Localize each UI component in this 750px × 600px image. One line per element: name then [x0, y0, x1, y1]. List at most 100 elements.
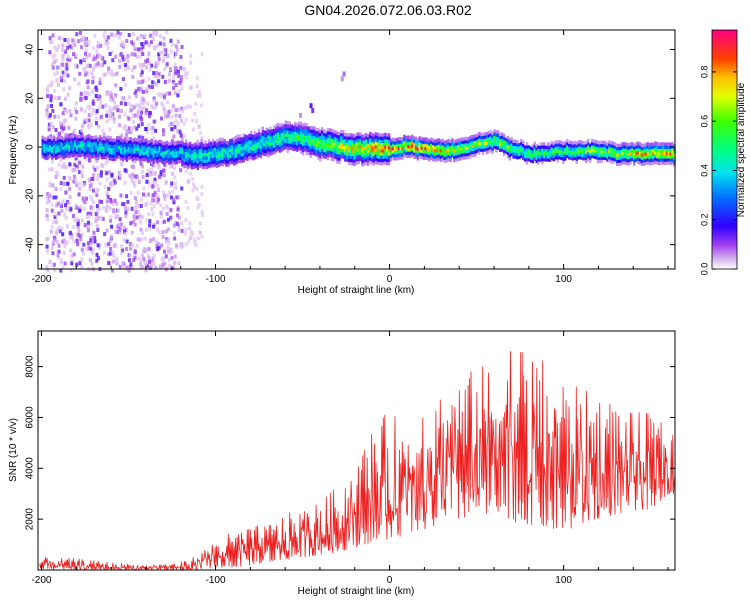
heatmap-ridge-cell — [667, 151, 670, 156]
heatmap-ridge-cell — [405, 139, 408, 143]
heatmap-ridge-cell — [386, 149, 389, 153]
heatmap-ridge-cell — [456, 138, 460, 142]
heatmap-ridge-cell — [535, 150, 538, 154]
heatmap-noise-cell — [171, 189, 175, 194]
heatmap-ridge-cell — [317, 130, 320, 135]
heatmap-noise-cell — [173, 181, 177, 186]
heatmap-ridge-cell — [257, 128, 261, 132]
heatmap-noise-cell — [116, 208, 120, 213]
heatmap-noise-cell — [71, 214, 75, 218]
heatmap-ridge-cell — [255, 148, 259, 153]
heatmap-ridge-cell — [661, 148, 665, 152]
heatmap-ridge-cell — [598, 141, 601, 145]
heatmap-ridge-cell — [665, 161, 668, 165]
heatmap-ridge-cell — [363, 137, 366, 141]
heatmap-noise-cell — [67, 86, 71, 90]
heatmap-noise-cell — [161, 235, 165, 239]
heatmap-ridge-cell — [261, 132, 264, 137]
heatmap-ridge-cell — [263, 133, 266, 137]
heatmap-noise-cell — [172, 82, 176, 87]
heatmap-ridge-cell — [361, 140, 364, 145]
heatmap-ridge-cell — [432, 148, 435, 152]
heatmap-ridge-cell — [131, 141, 134, 146]
heatmap-ridge-cell — [621, 151, 624, 155]
heatmap-ridge-cell — [160, 149, 163, 153]
heatmap-ridge-cell — [638, 161, 642, 165]
heatmap-ridge-cell — [311, 142, 314, 146]
heatmap-ridge-cell — [242, 152, 245, 156]
heatmap-ridge-cell — [165, 147, 169, 151]
heatmap-noise-cell — [153, 190, 157, 195]
heatmap-ridge-cell — [173, 145, 176, 149]
heatmap-ridge-cell — [53, 135, 56, 139]
heatmap-ridge-cell — [271, 145, 274, 149]
heatmap-noise-cell — [72, 179, 76, 184]
heatmap-noise-cell — [91, 177, 95, 181]
heatmap-noise-cell — [108, 109, 112, 114]
heatmap-ridge-cell — [345, 158, 349, 162]
heatmap-ridge-cell — [114, 144, 117, 149]
heatmap-ridge-cell — [292, 128, 295, 133]
heatmap-ridge-cell — [290, 130, 293, 134]
heatmap-noise-cell — [51, 239, 55, 244]
heatmap-ridge-cell — [456, 141, 460, 146]
heatmap-ridge-cell — [141, 151, 144, 155]
heatmap-ridge-cell — [321, 152, 324, 156]
heatmap-noise-cell — [66, 92, 70, 97]
heatmap-ridge-cell — [594, 152, 598, 157]
heatmap-ridge-cell — [192, 149, 196, 154]
heatmap-ridge-cell — [192, 156, 196, 160]
heatmap-ridge-cell — [388, 161, 391, 166]
heatmap-noise-cell — [111, 202, 115, 207]
heatmap-ridge-cell — [548, 145, 552, 150]
heatmap-ridge-cell — [263, 152, 266, 156]
heatmap-ridge-cell — [146, 143, 150, 147]
heatmap-ridge-cell — [571, 141, 575, 145]
heatmap-noise-cell — [65, 62, 69, 67]
heatmap-ridge-cell — [259, 151, 263, 156]
heatmap-ridge-cell — [275, 130, 278, 134]
heatmap-ridge-cell — [462, 143, 466, 148]
heatmap-noise-cell — [146, 58, 150, 63]
heatmap-ridge-cell — [422, 156, 425, 160]
heatmap-ridge-cell — [535, 143, 538, 148]
heatmap-ridge-cell — [112, 157, 115, 161]
heatmap-ridge-cell — [257, 153, 261, 158]
heatmap-noise-cell — [120, 109, 124, 114]
heatmap-noise-cell — [157, 79, 161, 84]
heatmap-noise-cell — [109, 199, 113, 204]
heatmap-ridge-cell — [613, 154, 617, 159]
heatmap-ridge-cell — [592, 148, 596, 153]
heatmap-ridge-cell — [543, 154, 546, 159]
heatmap-ridge-cell — [87, 146, 90, 151]
heatmap-ridge-cell — [64, 151, 67, 155]
heatmap-ridge-cell — [345, 136, 349, 140]
heatmap-noise-cell — [47, 83, 51, 88]
heatmap-ridge-cell — [292, 135, 295, 139]
heatmap-ridge-cell — [200, 151, 203, 155]
heatmap-ridge-cell — [91, 139, 94, 143]
heatmap-ridge-cell — [169, 141, 173, 146]
heatmap-ridge-cell — [479, 138, 483, 143]
heatmap-ridge-cell — [129, 137, 132, 141]
heatmap-noise-cell — [176, 213, 179, 218]
heatmap-noise-cell — [108, 52, 112, 56]
heatmap-noise-cell — [189, 54, 193, 58]
heatmap-ridge-cell — [340, 152, 343, 156]
heatmap-noise-cell — [55, 227, 59, 232]
heatmap-ridge-cell — [451, 147, 454, 152]
heatmap-noise-cell — [140, 122, 144, 127]
heatmap-ridge-cell — [64, 138, 67, 143]
heatmap-ridge-cell — [409, 151, 412, 155]
heatmap-noise-cell — [118, 230, 122, 235]
heatmap-ridge-cell — [267, 138, 270, 142]
heatmap-noise-cell — [178, 114, 182, 119]
heatmap-ridge-cell — [165, 150, 169, 154]
heatmap-ridge-cell — [87, 143, 90, 147]
heatmap-ridge-cell — [579, 152, 582, 157]
heatmap-ridge-cell — [336, 134, 339, 139]
heatmap-ridge-cell — [192, 146, 196, 150]
heatmap-ridge-cell — [234, 154, 238, 159]
heatmap-noise-cell — [101, 63, 105, 68]
heatmap-ridge-cell — [554, 143, 557, 147]
